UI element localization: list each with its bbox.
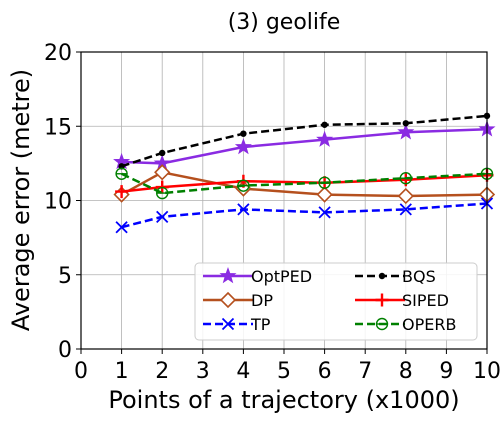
data-point-operb [115,167,128,180]
legend-label: TP [250,315,271,334]
data-point-operb [399,172,412,185]
series-line-dp [120,171,488,198]
x-tick-label: 8 [399,359,413,384]
legend-label: DP [251,291,273,310]
legend-item-siped: SIPED [355,291,449,310]
legend-item-tp: TP [203,315,271,334]
legend-label: BQS [402,267,436,286]
data-point-siped [115,185,129,199]
data-point-tp [399,203,412,216]
data-point-dp [316,186,333,203]
legend-item-optped: OptPED [203,267,312,286]
x-tick-label: 0 [74,359,88,384]
data-point-dp [397,187,414,205]
data-point-optped [397,123,415,140]
data-point-tp [115,221,128,234]
data-point-tp [156,210,169,223]
data-point-operb [155,186,169,200]
legend-marker [378,272,386,280]
legend-label: OptPED [251,267,312,286]
y-tick-label: 5 [58,264,72,289]
data-point-dp [154,164,171,181]
x-axis-label: Points of a trajectory (x1000) [108,386,459,414]
data-point-bqs [402,120,409,127]
series-optped [113,120,496,171]
series-line-operb [121,172,488,195]
data-point-bqs [321,121,328,128]
legend-marker [219,291,237,309]
x-tick-label: 4 [236,359,250,384]
data-point-tp [318,206,331,219]
chart-title: (3) geolife [228,10,341,35]
legend-marker [221,317,235,331]
x-axis: 0 1 2 3 4 5 6 7 8 9 10 [74,349,500,384]
series-layer [113,112,496,234]
legend-item-bqs: BQS [355,267,436,286]
data-point-optped [316,130,334,147]
data-point-bqs [159,149,166,157]
x-tick-label: 3 [196,359,210,384]
data-point-operb [237,179,250,192]
legend-box [194,262,478,341]
y-axis: 0 5 10 15 20 [44,41,81,363]
legend: OptPED DP TP BQS SIPED OPERB [194,262,478,341]
y-tick-label: 15 [44,115,72,140]
x-tick-label: 6 [318,359,332,384]
x-tick-label: 5 [277,359,291,384]
data-point-operb [318,176,331,189]
y-tick-label: 20 [44,41,72,66]
series-line-optped [121,127,488,165]
series-tp [115,197,494,234]
legend-marker [375,293,389,307]
legend-label: SIPED [402,291,449,310]
series-line-bqs [121,114,488,168]
series-line-tp [121,202,488,229]
y-tick-label: 0 [58,338,72,363]
x-tick-label: 2 [155,359,169,384]
x-tick-label: 9 [439,359,453,384]
x-tick-label: 7 [358,359,372,384]
data-point-optped [234,138,252,155]
y-axis-label: Average error (metre) [7,69,35,331]
data-point-bqs [240,130,247,137]
legend-marker [219,267,237,284]
legend-item-dp: DP [203,291,273,310]
x-tick-label: 1 [115,359,129,384]
series-line-siped [121,174,488,193]
legend-item-operb: OPERB [355,315,456,334]
legend-marker [375,317,389,331]
x-tick-label: 10 [473,359,500,384]
legend-label: OPERB [402,315,456,334]
data-point-tp [237,203,250,216]
y-tick-label: 10 [44,190,72,215]
